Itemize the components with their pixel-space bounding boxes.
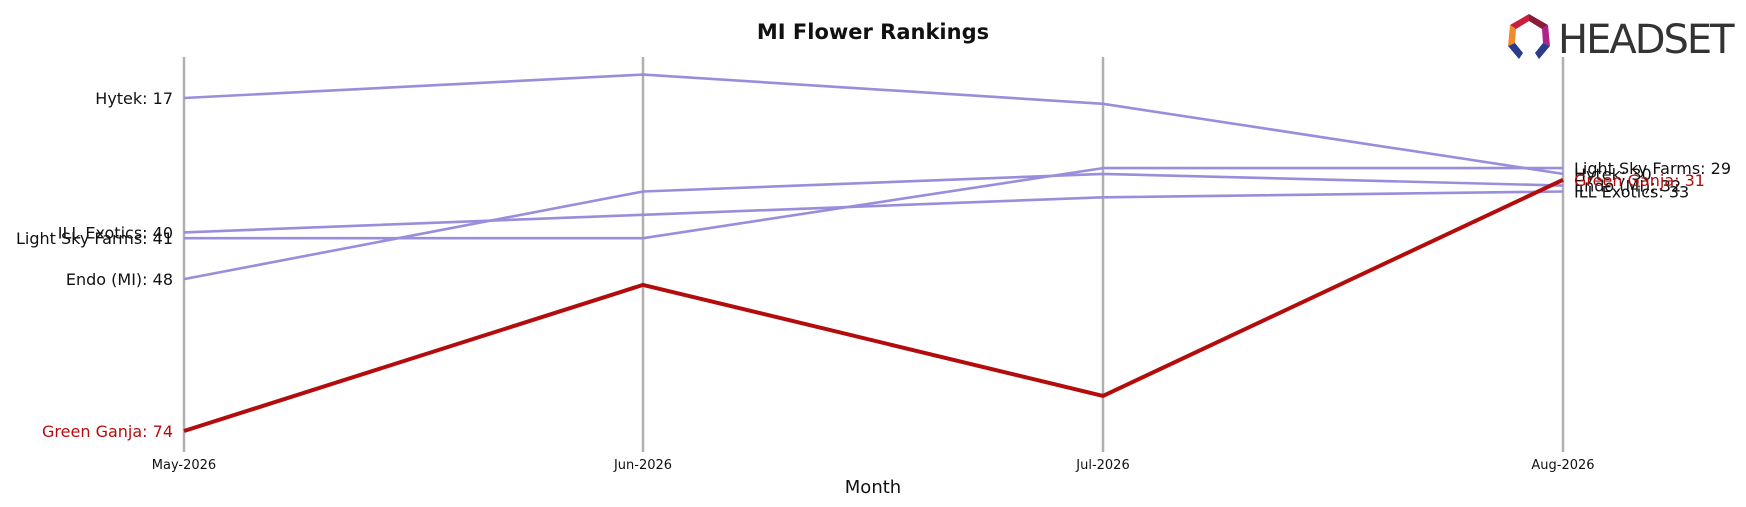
series-start-label: ILL Exotics: 40: [58, 223, 173, 242]
x-tick-label: May-2026: [152, 458, 216, 473]
x-tick-labels: May-2026 Jun-2026 Jul-2026 Aug-2026: [152, 458, 1595, 473]
series-line: [183, 190, 1564, 234]
x-tick-label: Aug-2026: [1531, 458, 1594, 473]
series-start-label: Endo (MI): 48: [66, 270, 173, 289]
series-start-label: Green Ganja: 74: [42, 422, 173, 441]
series-end-label: ILL Exotics: 33: [1574, 182, 1689, 201]
headset-logo: HEADSET: [1508, 14, 1737, 63]
x-tick-label: Jul-2026: [1075, 458, 1129, 473]
x-tick-label: Jun-2026: [613, 458, 672, 473]
series-end-label: Hytek: 30: [1574, 165, 1652, 184]
series-end-label: Endo (MI): 32: [1574, 177, 1681, 196]
headset-logo-icon: [1508, 14, 1550, 59]
month-axes: [182, 57, 1565, 452]
series-labels: Hytek: 17 Hytek: 30 Light Sky Farms: 41 Lig…: [16, 89, 1731, 441]
series-line: [184, 166, 1563, 240]
series-start-label: Hytek: 17: [95, 89, 173, 108]
series-lines: [183, 73, 1564, 433]
x-axis-label: Month: [845, 477, 901, 498]
series-end-label: Light Sky Farms: 29: [1574, 159, 1731, 178]
series-line: [183, 172, 1564, 281]
series-start-label: Light Sky Farms: 41: [16, 229, 173, 248]
headset-logo-text: HEADSET: [1558, 17, 1735, 63]
series-line: [183, 73, 1564, 176]
chart-title: MI Flower Rankings: [757, 20, 989, 44]
series-end-label: Green Ganja: 31: [1574, 171, 1705, 190]
series-line: [183, 177, 1564, 433]
